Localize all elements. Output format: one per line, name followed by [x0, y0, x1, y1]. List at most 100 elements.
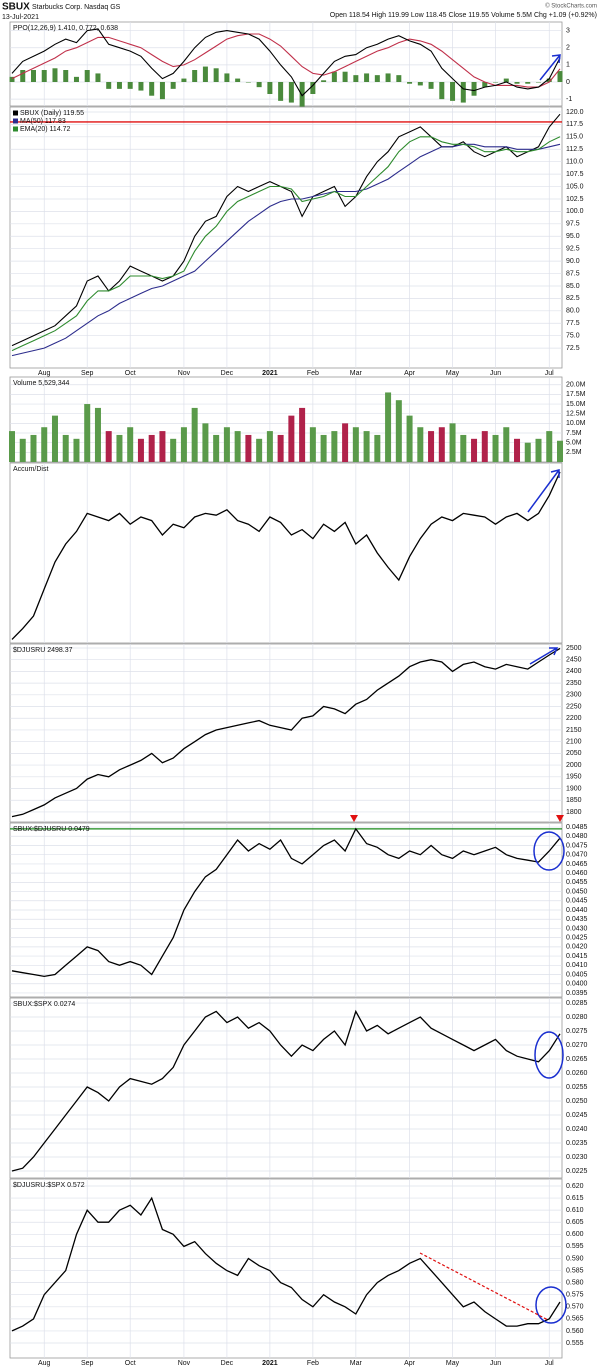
histogram-bar — [396, 75, 402, 82]
volume-bar — [546, 431, 553, 462]
y-tick-label: 0.0440 — [566, 907, 588, 914]
histogram-bar — [9, 76, 15, 82]
y-tick-label: 110.0 — [566, 159, 583, 166]
y-tick-label: 2150 — [566, 727, 582, 734]
volume-bar — [481, 431, 488, 462]
symbol: SBUX — [2, 2, 30, 13]
annotations — [527, 54, 567, 1324]
histogram-bar — [30, 70, 36, 82]
x-tick-label: 2021 — [262, 1360, 278, 1367]
y-tick-label: 0.0475 — [566, 842, 588, 849]
x-tick-label: Nov — [178, 1360, 191, 1367]
volume-bar — [460, 434, 467, 462]
company-name: Starbucks Corp. Nasdaq GS — [32, 4, 121, 11]
y-tick-label: 0.600 — [566, 1231, 584, 1238]
volume-bar — [137, 438, 144, 462]
histogram-bar — [471, 82, 477, 96]
volume-bar — [535, 438, 542, 462]
panel-title: $DJUSRU 2498.37 — [13, 647, 73, 654]
volume-bar — [374, 434, 381, 462]
y-tick-label: 0.585 — [566, 1267, 584, 1274]
y-tick-label: 100.0 — [566, 208, 584, 215]
volume-bar — [73, 438, 80, 462]
x-tick-label: Oct — [125, 370, 136, 377]
y-tick-label: 0.0280 — [566, 1014, 588, 1021]
y-tick-label: 0.0400 — [566, 981, 588, 988]
histogram-bar — [525, 82, 531, 84]
series-line — [11, 827, 561, 978]
y-tick-label: 120.0 — [566, 109, 584, 116]
y-tick-label: 2400 — [566, 668, 582, 675]
y-tick-label: 82.5 — [566, 295, 580, 302]
series-line — [11, 471, 561, 640]
histogram-bar — [428, 82, 434, 89]
y-tick-label: 0.0420 — [566, 944, 588, 951]
volume-bar — [223, 427, 230, 462]
y-tick-label: 5.0M — [566, 440, 582, 447]
histogram-bar — [331, 71, 337, 82]
histogram-bar — [256, 82, 262, 88]
x-tick-label: Sep — [81, 370, 94, 377]
x-tick-label: Aug — [38, 370, 51, 377]
panel-frame — [9, 376, 563, 463]
panel-frame — [9, 1178, 563, 1359]
series-line — [11, 113, 561, 347]
x-tick-label: Jun — [490, 370, 501, 377]
histogram-bar — [353, 75, 359, 82]
volume-bar — [320, 434, 327, 462]
volume-bar — [363, 431, 370, 462]
volume-bar — [180, 427, 187, 462]
histogram-bar — [95, 73, 101, 82]
volume-bar — [159, 431, 166, 462]
y-tick-label: 0 — [566, 79, 570, 86]
volume-bar — [428, 431, 435, 462]
histogram-bar — [417, 82, 423, 86]
histogram-bar — [439, 82, 445, 100]
volume-bar — [127, 427, 134, 462]
quote: Open 118.54 High 119.99 Low 118.45 Close… — [330, 12, 597, 19]
y-tick-label: 0.620 — [566, 1183, 584, 1190]
volume-bar — [202, 423, 209, 462]
y-tick-label: 2050 — [566, 750, 582, 757]
arrow — [529, 647, 559, 665]
y-tick-label: 0.0470 — [566, 852, 588, 859]
volume-bar — [213, 434, 220, 462]
credit: © StockCharts.com — [545, 3, 597, 10]
histogram-bar — [73, 76, 79, 82]
y-tick-label: 2350 — [566, 680, 582, 687]
y-tick-label: 80.0 — [566, 308, 580, 315]
histogram-bar — [149, 82, 155, 96]
histogram-bar — [310, 82, 316, 94]
y-tick-label: 1900 — [566, 785, 582, 792]
y-tick-label: 105.0 — [566, 183, 584, 190]
trendline — [419, 1252, 549, 1321]
y-tick-label: 0.0255 — [566, 1084, 588, 1091]
y-tick-label: 0.610 — [566, 1207, 584, 1214]
x-tick-label: Apr — [404, 1360, 416, 1367]
volume-bar — [277, 434, 284, 462]
volume-bar — [352, 427, 359, 462]
x-tick-label: May — [446, 1360, 460, 1367]
volume-bar — [342, 423, 349, 462]
volume-bar — [62, 434, 69, 462]
y-tick-label: 0.0430 — [566, 925, 588, 932]
volume-bar — [84, 404, 91, 462]
volume-bar — [331, 431, 338, 462]
x-tick-label: Jun — [490, 1360, 501, 1367]
histogram-bar — [557, 71, 563, 82]
y-tick-label: 2200 — [566, 715, 582, 722]
arrow — [527, 469, 560, 513]
panels: -1 0 1 2 3 PPO(12,26,9) 1.410, 0.772, 0.638 72… — [9, 21, 588, 1367]
y-tick-label: 90.0 — [566, 258, 580, 265]
volume-bar — [19, 438, 26, 462]
y-tick-label: -1 — [566, 96, 572, 103]
x-tick-label: Nov — [178, 370, 191, 377]
y-tick-label: 85.0 — [566, 283, 580, 290]
histogram-bar — [20, 70, 26, 82]
legend-swatch — [13, 126, 18, 132]
y-tick-label: 0.0285 — [566, 1000, 588, 1007]
y-tick-label: 0.0240 — [566, 1126, 588, 1133]
histogram-bar — [116, 82, 122, 89]
